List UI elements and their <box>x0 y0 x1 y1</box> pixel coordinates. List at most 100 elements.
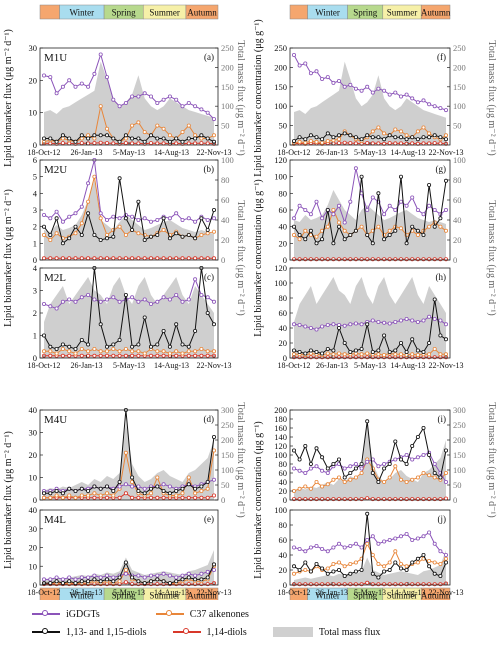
point-alkenone <box>123 232 128 237</box>
point-alkenone <box>314 234 319 239</box>
point-diol_114 <box>297 582 302 587</box>
point-gdgt <box>427 102 432 107</box>
point-diol_113 <box>410 224 415 229</box>
point-gdgt <box>421 452 426 457</box>
point-gdgt <box>427 530 432 535</box>
right-tick-label: 100 <box>221 155 234 165</box>
point-diol_113 <box>92 484 97 489</box>
point-alkenone <box>186 349 191 354</box>
point-diol_114 <box>342 140 347 145</box>
point-alkenone <box>136 120 141 125</box>
point-gdgt <box>199 292 204 297</box>
legend-alkenone-swatch <box>155 608 184 620</box>
point-diol_114 <box>199 256 204 261</box>
left-tick-label: 200 <box>274 405 287 415</box>
point-alkenone <box>370 129 375 134</box>
point-diol_113 <box>180 234 185 239</box>
x-tick-label: 5-May-13 <box>354 588 386 597</box>
point-gdgt <box>421 212 426 217</box>
left-tick-label: 30 <box>29 428 38 438</box>
mass-flux-area <box>294 550 446 585</box>
point-gdgt <box>123 101 128 106</box>
point-alkenone <box>92 136 97 141</box>
point-gdgt <box>92 71 97 76</box>
point-diol_113 <box>79 337 84 342</box>
point-alkenone <box>211 448 216 453</box>
point-gdgt <box>376 541 381 546</box>
point-diol_113 <box>393 560 398 565</box>
legend-diol-113-swatch <box>32 626 60 638</box>
point-gdgt <box>180 104 185 109</box>
point-diol_114 <box>342 582 347 587</box>
point-diol_114 <box>92 256 97 261</box>
point-diol_113 <box>353 228 358 233</box>
point-gdgt <box>410 195 415 200</box>
point-diol_113 <box>48 491 53 496</box>
series-line-diol_113 <box>293 132 447 142</box>
point-diol_113 <box>60 241 65 246</box>
point-diol_113 <box>415 434 420 439</box>
x-tick-label: 5-May-13 <box>113 588 145 597</box>
point-diol_114 <box>438 141 443 146</box>
point-gdgt <box>291 53 296 58</box>
left-tick-label: 20 <box>279 565 288 575</box>
right-tick-label: 100 <box>221 465 234 475</box>
right-tick-label: 100 <box>453 101 466 111</box>
point-alkenone <box>86 133 91 138</box>
point-alkenone <box>291 571 296 576</box>
series-line-gdgt <box>44 569 215 580</box>
right-tick-label: 20 <box>453 235 462 245</box>
point-gdgt <box>60 84 65 89</box>
point-gdgt <box>79 81 84 86</box>
point-diol_113 <box>142 581 147 586</box>
left-tick-label: 10 <box>29 561 38 571</box>
point-diol_114 <box>60 141 65 146</box>
point-gdgt <box>393 207 398 212</box>
left-tick-label: 20 <box>279 238 288 248</box>
point-gdgt <box>105 573 110 578</box>
point-diol_113 <box>174 322 179 327</box>
point-gdgt <box>432 104 437 109</box>
point-diol_113 <box>155 484 160 489</box>
point-diol_113 <box>410 443 415 448</box>
point-alkenone <box>387 560 392 565</box>
left-tick-label: 4 <box>33 188 38 198</box>
point-diol_113 <box>398 566 403 571</box>
point-alkenone <box>398 129 403 134</box>
point-diol_114 <box>86 256 91 261</box>
point-alkenone <box>105 126 110 131</box>
point-diol_113 <box>410 560 415 565</box>
right-tick-label: 80 <box>453 175 462 185</box>
point-diol_113 <box>438 135 443 140</box>
panel-h: 0 20 40 60 80 100 120 (h) <box>274 263 451 363</box>
point-diol_114 <box>161 141 166 146</box>
point-alkenone <box>105 349 110 354</box>
point-gdgt <box>308 71 313 76</box>
point-gdgt <box>342 466 347 471</box>
point-gdgt <box>308 325 313 330</box>
point-gdgt <box>365 459 370 464</box>
point-diol_113 <box>86 488 91 493</box>
point-gdgt <box>370 195 375 200</box>
right-tick-label: 20 <box>221 235 230 245</box>
left-tick-label: 100 <box>274 101 287 111</box>
point-alkenone <box>336 560 341 565</box>
left-tick-label: 50 <box>279 121 288 131</box>
point-alkenone <box>382 352 387 357</box>
point-diol_114 <box>111 256 116 261</box>
point-diol_113 <box>308 133 313 138</box>
point-alkenone <box>48 495 53 500</box>
point-diol_113 <box>297 232 302 237</box>
point-diol_113 <box>421 232 426 237</box>
point-diol_113 <box>155 136 160 141</box>
point-gdgt <box>376 319 381 324</box>
point-diol_113 <box>67 486 72 491</box>
point-gdgt <box>303 207 308 212</box>
season-label: Spring <box>353 591 378 601</box>
point-diol_114 <box>111 353 116 358</box>
point-diol_113 <box>130 475 135 480</box>
point-gdgt <box>393 457 398 462</box>
x-tick-label: 22-Nov-13 <box>428 361 463 370</box>
point-diol_114 <box>167 256 172 261</box>
season-label: Winter <box>315 8 340 18</box>
